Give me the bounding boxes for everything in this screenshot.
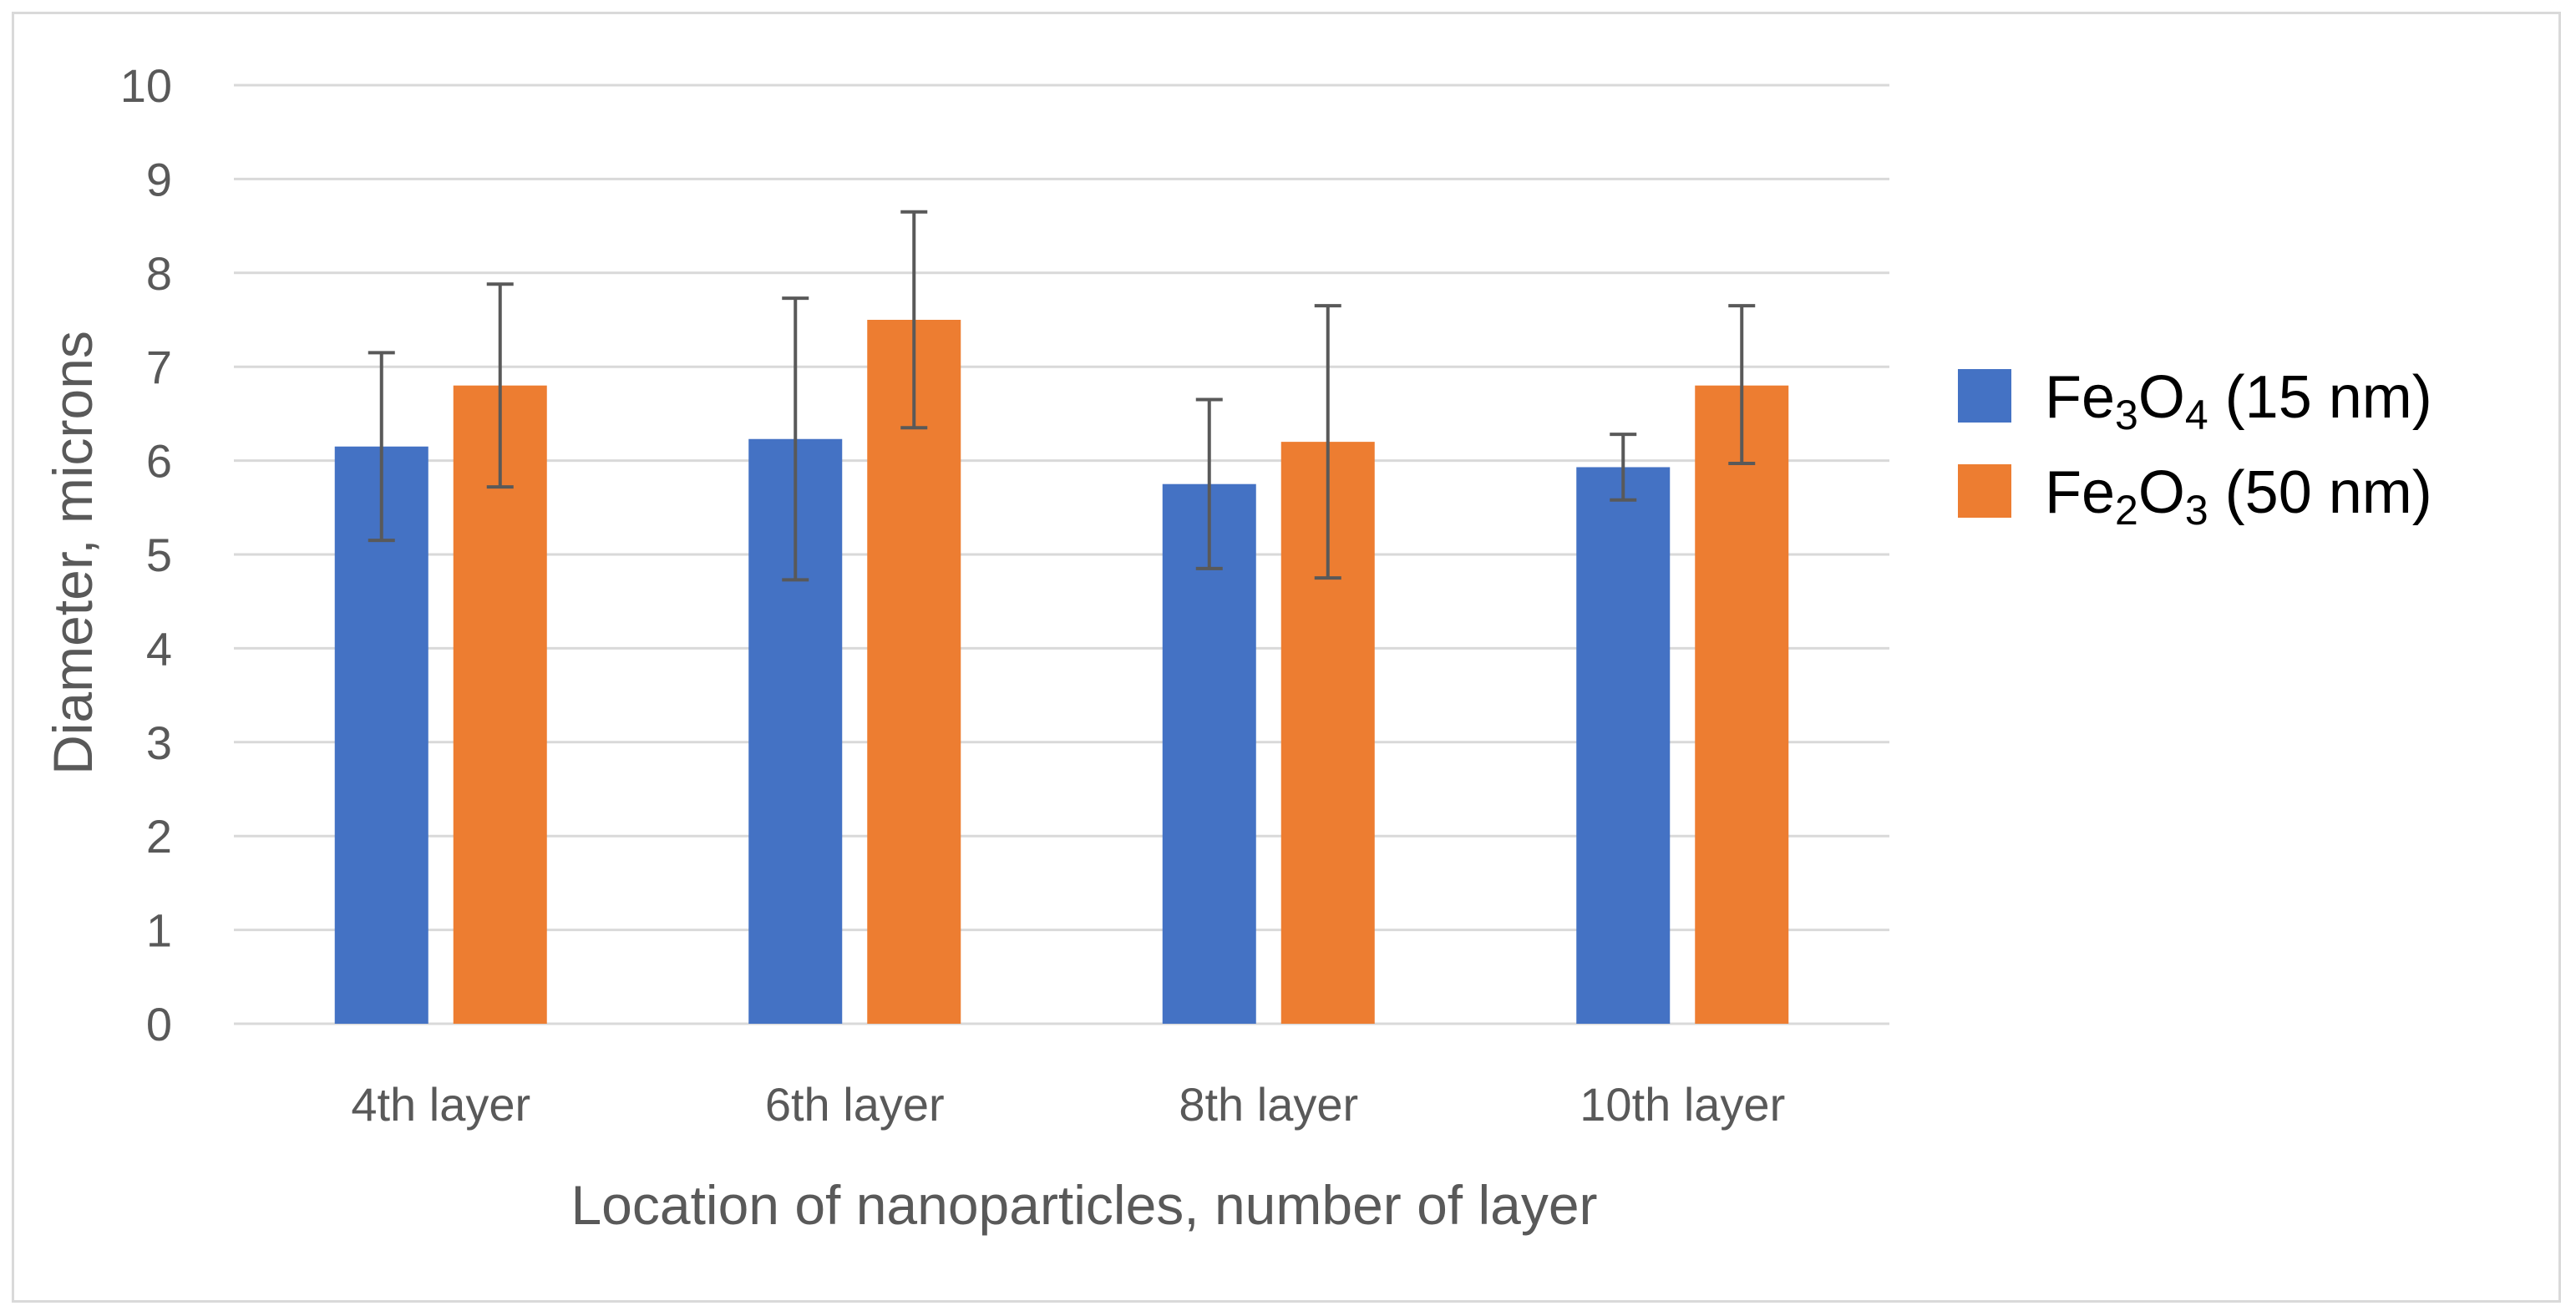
legend-swatch [1958, 369, 2011, 423]
bar-fe2o3 [867, 320, 961, 1024]
y-tick-label: 9 [146, 153, 172, 205]
x-tick-label: 10th layer [1580, 1078, 1785, 1131]
y-tick-label: 7 [146, 341, 172, 393]
y-tick-label: 1 [146, 904, 172, 957]
x-axis-title: Location of nanoparticles, number of lay… [570, 1174, 1597, 1236]
bar-fe3o4 [1576, 467, 1671, 1024]
x-tick-label: 6th layer [765, 1078, 945, 1131]
bars [334, 320, 1789, 1024]
y-tick-label: 2 [146, 810, 172, 863]
legend-label: Fe3O4 (15 nm) [2045, 364, 2432, 438]
error-bars [368, 210, 1756, 582]
y-tick-label: 5 [146, 529, 172, 581]
x-tick-label: 8th layer [1179, 1078, 1358, 1131]
y-axis-ticks: 0 1 2 3 4 5 6 7 8 9 10 [120, 59, 172, 1050]
y-tick-label: 4 [146, 622, 172, 675]
x-axis-ticks: 4th layer 6th layer 8th layer 10th layer [351, 1078, 1785, 1131]
bar-fe3o4 [1162, 483, 1256, 1024]
bar-fe2o3 [453, 385, 547, 1024]
legend: Fe3O4 (15 nm) Fe2O3 (50 nm) [1958, 364, 2432, 534]
legend-swatch [1958, 464, 2011, 518]
y-tick-label: 8 [146, 247, 172, 300]
bar-fe2o3 [1695, 385, 1789, 1024]
bar-fe3o4 [334, 446, 428, 1024]
y-tick-label: 10 [120, 59, 172, 112]
x-tick-label: 4th layer [351, 1078, 530, 1131]
y-axis-title: Diameter, microns [42, 331, 104, 775]
y-tick-label: 6 [146, 435, 172, 488]
legend-label: Fe2O3 (50 nm) [2045, 459, 2432, 534]
y-tick-label: 0 [146, 998, 172, 1050]
y-tick-label: 3 [146, 716, 172, 769]
